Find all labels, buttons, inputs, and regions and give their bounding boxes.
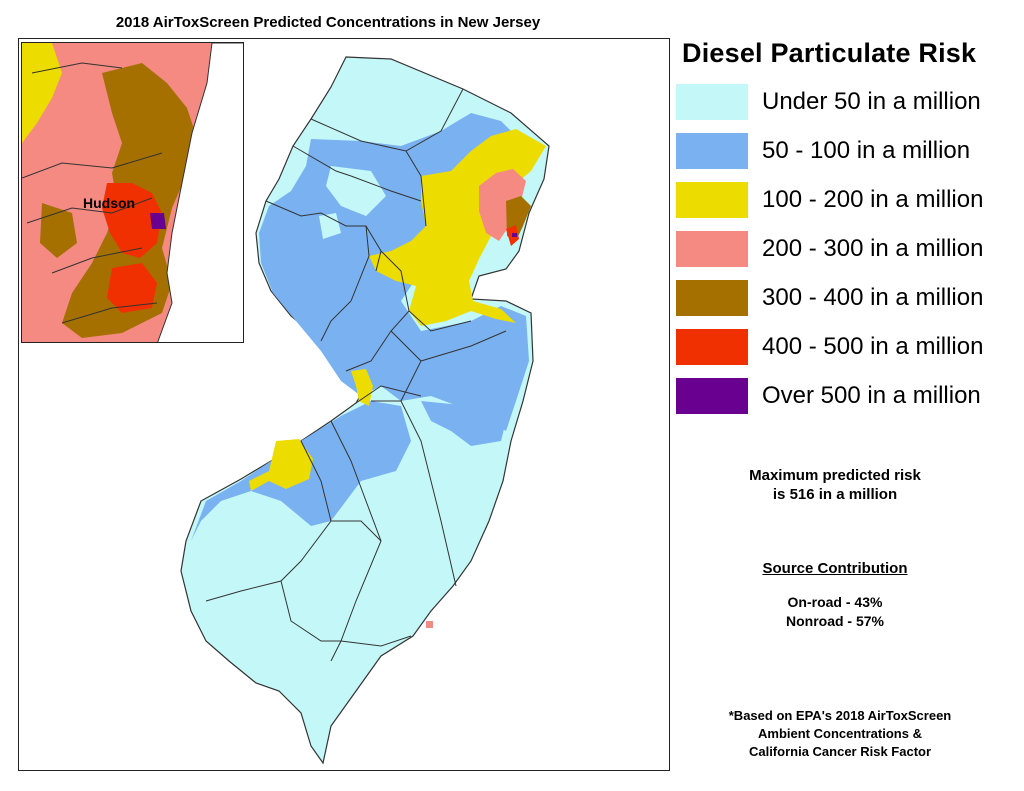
- legend-label: 200 - 300 in a million: [762, 234, 984, 262]
- legend-item: 300 - 400 in a million: [676, 273, 1016, 322]
- legend-item: 100 - 200 in a million: [676, 175, 1016, 224]
- legend-swatch: [676, 328, 748, 365]
- risk-region-pink: [479, 169, 526, 241]
- risk-region-cyan-pocket-1: [326, 166, 386, 216]
- legend-swatch: [676, 83, 748, 120]
- map-title: 2018 AirToxScreen Predicted Concentratio…: [115, 14, 541, 31]
- risk-region-yellow-south-2: [249, 439, 313, 491]
- inset-map-svg: [22, 43, 243, 342]
- legend-swatch: [676, 377, 748, 414]
- legend-item: Under 50 in a million: [676, 77, 1016, 126]
- legend-swatch: [676, 279, 748, 316]
- nj-map: [180, 56, 550, 765]
- max-risk-line-2: is 516 in a million: [772, 486, 898, 503]
- legend: Diesel Particulate Risk Under 50 in a mi…: [676, 38, 1016, 420]
- inset-shoreline: [157, 43, 243, 342]
- legend-label: 400 - 500 in a million: [762, 332, 984, 360]
- legend-item: 50 - 100 in a million: [676, 126, 1016, 175]
- legend-item: Over 500 in a million: [676, 371, 1016, 420]
- footnote: *Based on EPA's 2018 AirToxScreen Ambien…: [690, 707, 990, 761]
- county-boundaries: [205, 88, 507, 662]
- risk-region-purple: [512, 233, 517, 237]
- legend-swatch: [676, 132, 748, 169]
- inset-region-brown-west: [40, 203, 77, 258]
- inset-region-red-south: [107, 263, 157, 313]
- source-onroad: On-road - 43%: [787, 594, 883, 610]
- risk-region-cyan-pocket-2: [319, 213, 341, 239]
- source-nonroad: Nonroad - 57%: [785, 613, 884, 629]
- inset-map-hudson: Hudson: [21, 42, 244, 343]
- legend-label: 50 - 100 in a million: [762, 136, 971, 164]
- inset-boundaries: [22, 62, 163, 324]
- legend-item: 200 - 300 in a million: [676, 224, 1016, 273]
- risk-region-yellow-south-1: [351, 369, 373, 406]
- legend-swatch: [676, 230, 748, 267]
- footnote-line-3: California Cancer Risk Factor: [748, 744, 932, 759]
- legend-label: Under 50 in a million: [762, 87, 981, 115]
- inset-label-hudson: Hudson: [83, 195, 136, 211]
- source-contribution-list: On-road - 43% Nonroad - 57%: [700, 593, 970, 631]
- inset-region-yellow: [22, 43, 62, 143]
- legend-title: Diesel Particulate Risk: [682, 38, 977, 68]
- map-frame: [18, 38, 670, 771]
- footnote-line-2: Ambient Concentrations &: [758, 726, 922, 741]
- source-contribution-title: Source Contribution: [762, 560, 908, 577]
- legend-label: 300 - 400 in a million: [762, 283, 984, 311]
- legend-label: 100 - 200 in a million: [762, 185, 984, 213]
- legend-swatch: [676, 181, 748, 218]
- legend-item: 400 - 500 in a million: [676, 322, 1016, 371]
- inset-region-purple: [150, 213, 166, 229]
- legend-label: Over 500 in a million: [762, 381, 981, 409]
- max-risk-note: Maximum predicted risk is 516 in a milli…: [700, 466, 970, 504]
- max-risk-line-1: Maximum predicted risk: [749, 467, 921, 484]
- risk-region-blue-east: [421, 401, 506, 446]
- risk-region-pink-coast: [426, 621, 433, 628]
- footnote-line-1: *Based on EPA's 2018 AirToxScreen: [728, 708, 952, 723]
- inset-region-red: [102, 183, 162, 258]
